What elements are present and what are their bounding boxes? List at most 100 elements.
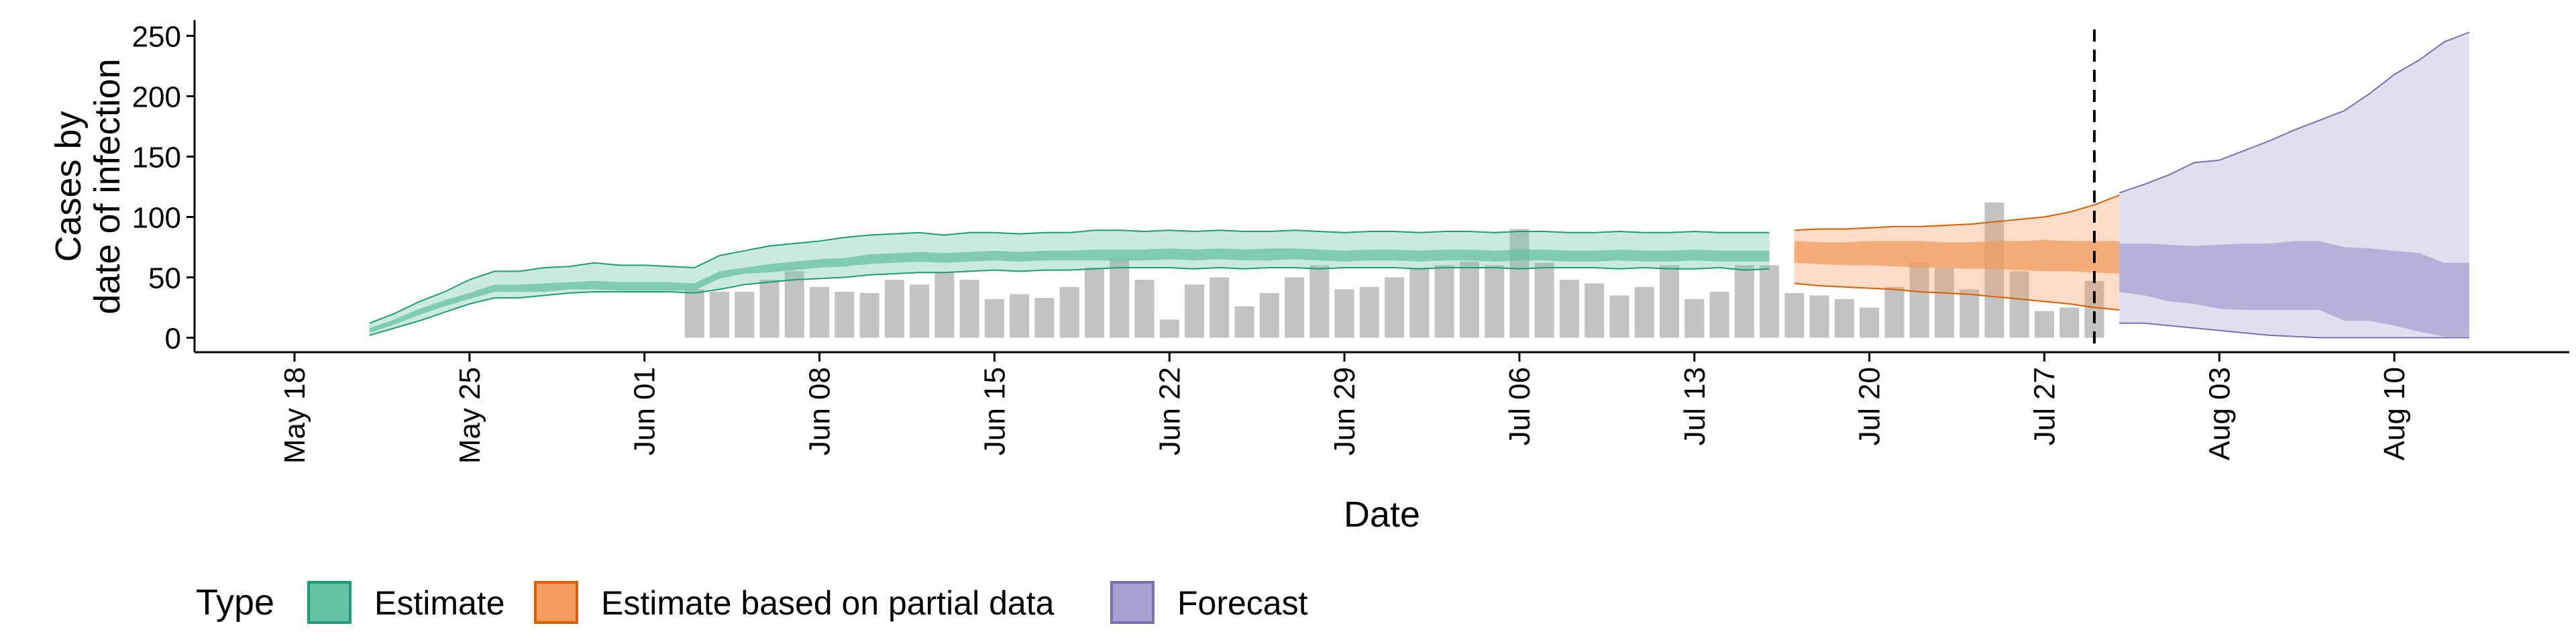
case-bar bbox=[1309, 265, 1330, 338]
case-bar bbox=[1960, 289, 1980, 338]
legend-key bbox=[534, 581, 578, 624]
y-axis-title: Cases bydate of infection bbox=[48, 58, 127, 314]
legend-key bbox=[1110, 581, 1155, 624]
series-1-outer-band-upper-line bbox=[369, 229, 1770, 324]
case-bar bbox=[1259, 292, 1279, 338]
x-axis-title: Date bbox=[1344, 494, 1420, 535]
y-axis-title-line: Cases by bbox=[48, 111, 89, 262]
legend: Type Estimate Estimate based on partial da… bbox=[196, 581, 1308, 624]
case-bar bbox=[984, 299, 1004, 338]
case-bar bbox=[1609, 295, 1629, 338]
legend-title: Type bbox=[196, 582, 274, 623]
case-bar bbox=[735, 292, 755, 338]
x-tick-label: Jul 20 bbox=[1854, 367, 1886, 445]
case-bar bbox=[1934, 268, 1954, 338]
case-bar bbox=[1909, 262, 1929, 338]
x-tick-label: Aug 03 bbox=[2203, 367, 2236, 460]
case-bar bbox=[1684, 299, 1705, 338]
case-bar bbox=[1834, 299, 1854, 338]
y-tick-label: 0 bbox=[165, 322, 181, 355]
case-bar bbox=[1784, 292, 1805, 338]
y-tick-label: 50 bbox=[148, 262, 181, 294]
case-bar bbox=[810, 286, 830, 338]
case-bar bbox=[1059, 286, 1079, 338]
case-bar bbox=[1334, 289, 1354, 338]
y-tick-label: 200 bbox=[132, 80, 181, 113]
case-bar bbox=[1434, 265, 1454, 338]
x-tick-label: May 25 bbox=[453, 367, 486, 464]
case-bar bbox=[1359, 286, 1379, 338]
case-bar bbox=[1084, 268, 1105, 338]
y-tick-label: 250 bbox=[132, 20, 181, 53]
case-bar bbox=[1509, 229, 1529, 338]
series-2-inner-band bbox=[1794, 239, 2120, 274]
x-tick-label: Aug 10 bbox=[2378, 367, 2411, 460]
case-bar bbox=[1385, 277, 1405, 338]
x-tick-label: Jul 06 bbox=[1503, 367, 1536, 445]
case-bar bbox=[1459, 262, 1479, 338]
axes: 0 50 100 150 200 250 May 18 May 25 Jun 01 Jun 08 J… bbox=[48, 20, 2569, 535]
legend-label: Estimate based on partial data bbox=[601, 584, 1055, 622]
x-tick-label: Jul 27 bbox=[2028, 367, 2061, 445]
case-bar bbox=[1159, 319, 1179, 338]
x-tick-label: May 18 bbox=[278, 367, 311, 464]
case-bar bbox=[1659, 265, 1680, 338]
legend-key bbox=[307, 581, 352, 624]
case-bar bbox=[1485, 265, 1505, 338]
case-bar bbox=[1285, 277, 1305, 338]
x-tick-label: Jul 13 bbox=[1678, 367, 1711, 445]
case-bar bbox=[1409, 268, 1430, 338]
case-bar bbox=[1034, 298, 1055, 338]
case-bar bbox=[2084, 280, 2104, 338]
series-2-outer-band-lower-line bbox=[1794, 282, 2120, 311]
x-tick-label: Jun 29 bbox=[1328, 367, 1361, 455]
series-3-outer-band-lower-line bbox=[2119, 322, 2469, 339]
x-tick-label: Jun 01 bbox=[629, 367, 661, 455]
case-bar bbox=[1760, 265, 1780, 338]
case-bar bbox=[1559, 280, 1580, 338]
case-bar bbox=[1984, 202, 2004, 338]
case-bar bbox=[1234, 306, 1254, 338]
case-bar bbox=[1534, 262, 1554, 338]
x-tick-label: Jun 15 bbox=[978, 367, 1011, 455]
case-bar bbox=[1110, 259, 1130, 338]
case-bar bbox=[1884, 286, 1904, 338]
series-1-inner-band bbox=[369, 248, 1770, 333]
case-bar bbox=[959, 280, 979, 338]
plot-area bbox=[369, 30, 2470, 352]
case-bar bbox=[934, 272, 955, 338]
legend-label: Estimate bbox=[374, 584, 505, 622]
y-axis-title-line: date of infection bbox=[87, 58, 127, 314]
case-bar bbox=[784, 271, 804, 338]
case-bar bbox=[759, 280, 780, 338]
case-bar bbox=[1585, 283, 1605, 338]
case-bar bbox=[1210, 277, 1230, 338]
case-bar bbox=[859, 292, 879, 338]
case-bar bbox=[835, 292, 855, 338]
case-bar bbox=[1734, 265, 1754, 338]
series-1-outer-band-lower-line bbox=[369, 266, 1770, 336]
y-tick-label: 100 bbox=[132, 201, 181, 234]
case-bar bbox=[1134, 280, 1155, 338]
case-bar bbox=[1184, 284, 1205, 338]
case-bar bbox=[2034, 311, 2055, 338]
series-3-outer-band-upper-line bbox=[2118, 32, 2470, 194]
x-tick-label: Jun 08 bbox=[804, 367, 837, 455]
case-bar bbox=[684, 289, 704, 338]
case-bar bbox=[2059, 307, 2080, 338]
case-bar bbox=[1809, 295, 1829, 338]
legend-label: Forecast bbox=[1177, 584, 1308, 622]
case-bar bbox=[1010, 294, 1030, 338]
case-bar bbox=[709, 292, 730, 338]
case-bar bbox=[1634, 286, 1654, 338]
x-tick-label: Jun 22 bbox=[1153, 367, 1186, 455]
case-bar bbox=[2009, 271, 2029, 338]
y-tick-label: 150 bbox=[132, 141, 181, 174]
series-3-inner-band bbox=[2119, 241, 2469, 337]
case-bar bbox=[910, 284, 930, 338]
case-bar bbox=[1709, 292, 1729, 338]
series-2-outer-band-upper-line bbox=[1794, 195, 2120, 231]
case-bar bbox=[884, 280, 904, 338]
case-bar bbox=[1860, 307, 1880, 338]
